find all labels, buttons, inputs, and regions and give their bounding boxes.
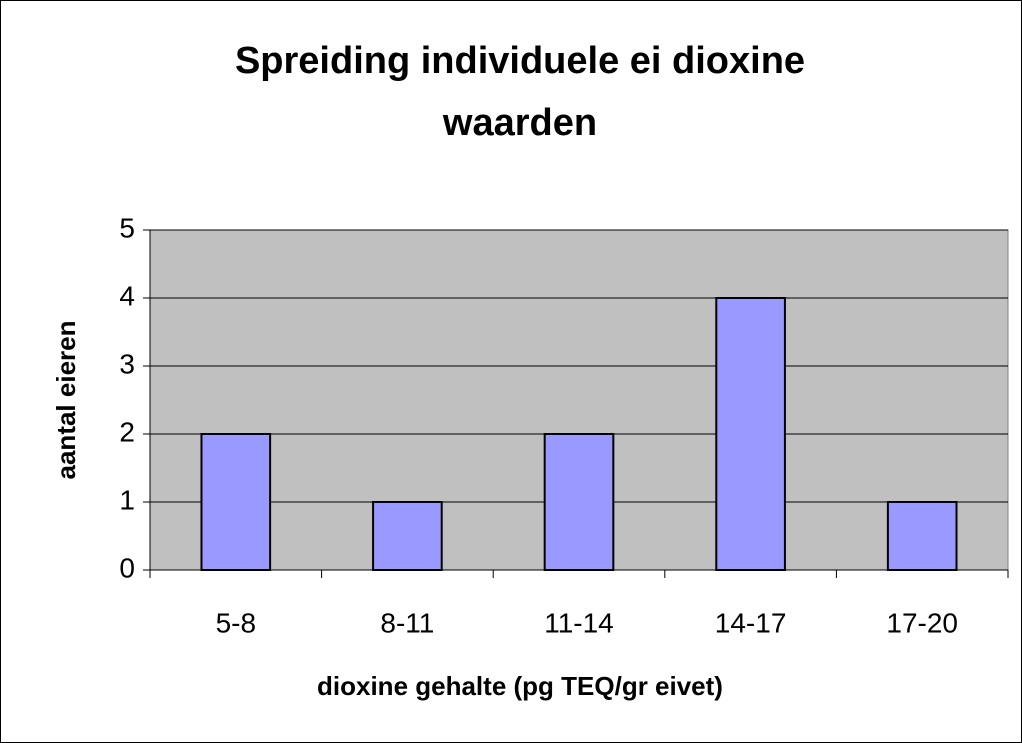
chart-title: Spreiding individuele ei dioxine waarden bbox=[234, 40, 806, 144]
x-tick-label: 8-11 bbox=[380, 607, 434, 638]
bar bbox=[715, 297, 786, 571]
x-tick-label: 14-17 bbox=[715, 607, 787, 638]
y-tick-label: 0 bbox=[119, 552, 135, 583]
y-tick-label: 1 bbox=[119, 484, 135, 515]
bar bbox=[543, 433, 615, 571]
y-tick-label: 3 bbox=[119, 348, 135, 379]
x-tick-label: 17-20 bbox=[886, 607, 958, 638]
y-tick-label: 2 bbox=[119, 416, 135, 447]
x-axis-label: dioxine gehalte (pg TEQ/gr eivet) bbox=[317, 671, 723, 701]
x-tick-label: 5-8 bbox=[216, 607, 256, 638]
bar bbox=[372, 501, 443, 571]
y-tick-label: 4 bbox=[119, 280, 135, 311]
x-tick-label: 11-14 bbox=[544, 607, 614, 638]
y-tick-label: 5 bbox=[119, 212, 135, 243]
bar bbox=[886, 501, 958, 571]
bar bbox=[200, 433, 272, 571]
y-axis-label: aantal eieren bbox=[51, 321, 81, 480]
